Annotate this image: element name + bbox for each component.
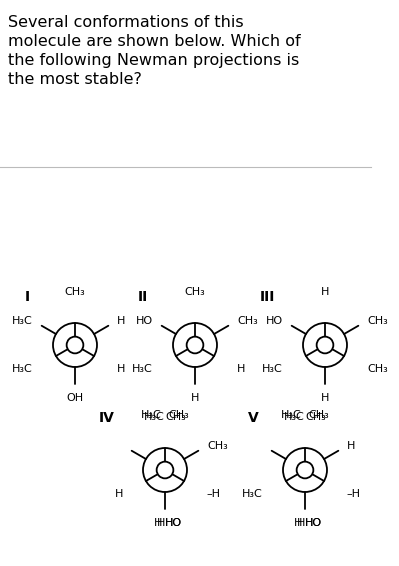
Text: molecule are shown below. Which of: molecule are shown below. Which of [8,34,300,49]
Text: HO: HO [305,518,322,529]
Text: H: H [347,441,355,451]
Text: V: V [248,411,259,425]
Text: CH₃: CH₃ [185,286,205,297]
Circle shape [187,337,203,353]
Text: CH₃: CH₃ [207,441,228,451]
Text: H: H [157,518,165,529]
Text: H: H [117,316,125,326]
Text: III: III [259,290,275,304]
Text: H: H [321,286,329,297]
Text: H₃C: H₃C [132,364,153,374]
Text: HO: HO [305,518,322,529]
Text: H₃C: H₃C [281,410,302,421]
Text: H: H [296,518,305,529]
Text: H: H [154,518,162,529]
Circle shape [296,462,313,478]
Text: H₃C: H₃C [284,411,305,422]
Circle shape [317,337,333,353]
Text: CH₃: CH₃ [65,286,85,297]
Text: HO: HO [266,316,283,326]
Text: H₃C: H₃C [242,489,263,499]
Text: the most stable?: the most stable? [8,72,142,87]
Text: HO: HO [165,518,182,529]
Circle shape [157,462,173,478]
Text: CH₃: CH₃ [237,316,258,326]
Text: H₃C: H₃C [144,411,165,422]
Text: OH: OH [67,393,83,404]
Text: HO: HO [136,316,153,326]
Text: HO: HO [165,518,182,529]
Text: H: H [294,518,302,529]
Text: H₃C: H₃C [12,316,33,326]
Text: CH₃: CH₃ [367,316,388,326]
Text: –H: –H [347,489,361,499]
Text: H: H [117,364,125,374]
Text: the following Newman projections is: the following Newman projections is [8,53,299,68]
Circle shape [67,337,83,353]
Text: H₃C: H₃C [141,410,162,421]
Text: H: H [115,489,123,499]
Text: CH₃: CH₃ [367,364,388,374]
Text: –H: –H [207,489,221,499]
Text: CH₃: CH₃ [165,411,186,422]
Text: II: II [138,290,148,304]
Text: H₃C: H₃C [12,364,33,374]
Text: CH₃: CH₃ [305,411,326,422]
Text: H: H [237,364,245,374]
Text: H: H [191,393,199,404]
Text: I: I [24,290,30,304]
Text: H: H [321,393,329,404]
Text: H₃C: H₃C [262,364,283,374]
Text: CH₃: CH₃ [308,410,329,421]
Text: Several conformations of this: Several conformations of this [8,15,244,30]
Text: CH₃: CH₃ [168,410,189,421]
Text: IV: IV [99,411,115,425]
